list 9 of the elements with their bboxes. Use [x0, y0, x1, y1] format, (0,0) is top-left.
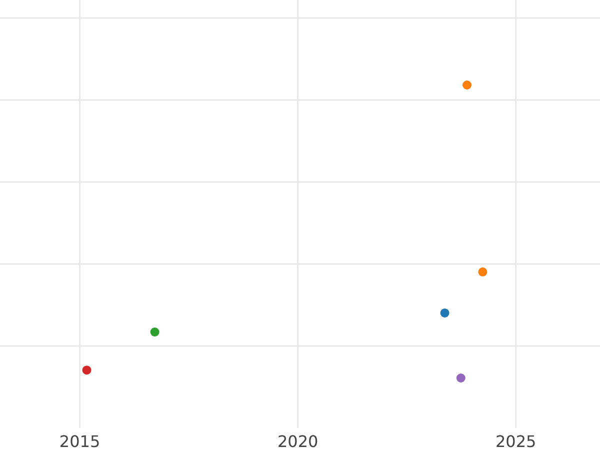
point: [82, 366, 92, 375]
point: [150, 328, 160, 336]
point: [478, 267, 488, 276]
x-tick-label: 2015: [59, 432, 100, 450]
point: [440, 308, 450, 318]
point: [456, 374, 466, 382]
point: [462, 80, 472, 90]
x-tick-label: 2025: [495, 432, 536, 450]
x-tick-label: 2020: [277, 432, 318, 450]
